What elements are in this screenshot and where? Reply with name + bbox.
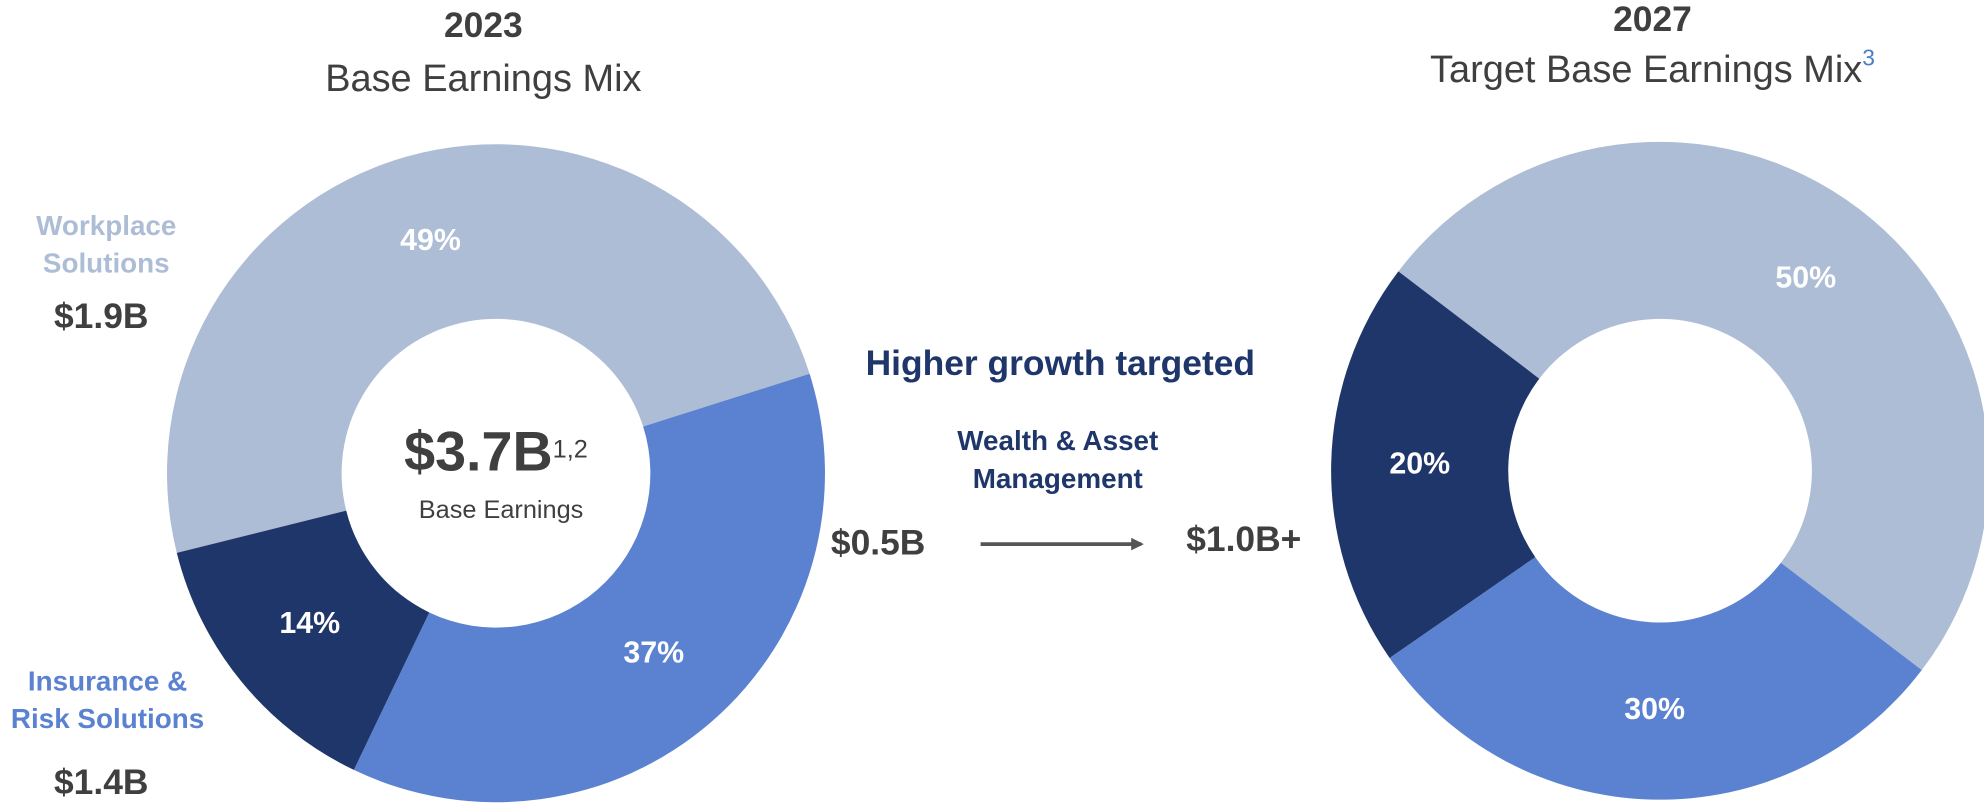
amount-label: $0.5B <box>831 523 925 563</box>
amount-label: $1.4B <box>54 762 148 802</box>
value-label: 49% <box>400 224 461 257</box>
donut-slice <box>1331 271 1540 658</box>
footnote-mark: 1,2 <box>553 435 588 463</box>
subtitle-text: Target Base Earnings Mix <box>1430 49 1862 91</box>
label-line: Solutions <box>43 248 170 279</box>
category-label: Workplace Solutions <box>36 210 176 279</box>
label-line: Workplace <box>36 210 176 241</box>
chart-title: 2027 <box>1613 0 1692 39</box>
transition-label: Higher growth targeted <box>866 343 1256 383</box>
donut-slice <box>353 373 825 803</box>
value-label: 20% <box>1389 447 1450 480</box>
center-value: $3.7B1,2 <box>404 420 588 482</box>
chart-subtitle: Base Earnings Mix <box>325 58 641 100</box>
label-line: Wealth & Asset <box>957 425 1158 456</box>
value-label: 30% <box>1624 693 1685 726</box>
donut-slice <box>167 144 810 553</box>
amount-label: $1.9B <box>54 296 148 336</box>
donut-slice <box>176 510 430 770</box>
value-label: 37% <box>623 637 684 670</box>
value-label: 50% <box>1775 261 1836 294</box>
footnote-mark: 3 <box>1862 44 1875 70</box>
category-label: Insurance & Risk Solutions <box>11 666 204 735</box>
center-label: Base Earnings <box>419 496 584 524</box>
value-label: 14% <box>279 607 340 640</box>
category-label: Wealth & Asset Management <box>957 425 1158 494</box>
donut-slice <box>1398 141 1984 671</box>
label-line: Insurance & <box>28 666 187 697</box>
donut-slice <box>1389 557 1922 800</box>
chart-subtitle: Target Base Earnings Mix3 <box>1430 44 1875 91</box>
amount-label: $1.0B+ <box>1186 519 1301 559</box>
center-amount: $3.7B <box>404 420 553 482</box>
chart-title: 2023 <box>444 5 523 45</box>
label-line: Risk Solutions <box>11 704 204 735</box>
label-line: Management <box>973 463 1143 494</box>
